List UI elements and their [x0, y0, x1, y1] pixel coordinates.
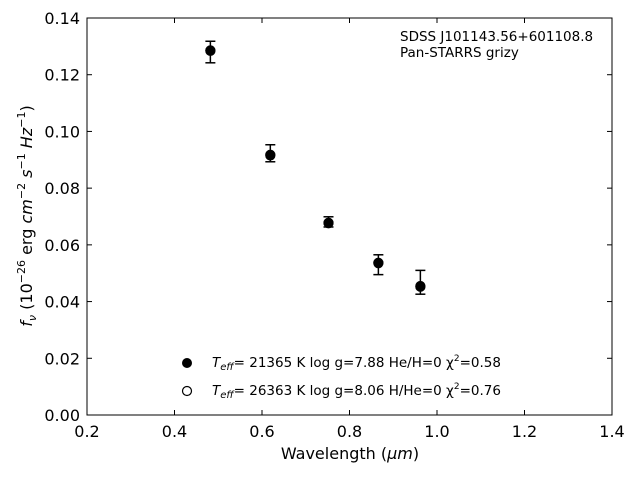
- annotation-line-1: SDSS J101143.56+601108.8: [400, 29, 593, 45]
- markers-group: [205, 45, 426, 292]
- y-tick-label: 0.04: [44, 293, 80, 312]
- ticks-group: 0.2 0.4 0.6 0.8 1.0 1.2 1.4 0.00 0.02 0.04 0.06 0.0…: [44, 9, 624, 441]
- legend-marker-open: [181, 385, 193, 397]
- y-tick-label: 0.10: [44, 122, 80, 141]
- y-tick-label: 0.06: [44, 236, 80, 255]
- x-axis-title: Wavelength (μm): [281, 444, 419, 463]
- annotation-line-2: Pan-STARRS grizy: [400, 45, 519, 61]
- plot-area: [86, 17, 613, 416]
- x-tick-label: 1.0: [424, 422, 449, 441]
- x-tick-label: 0.6: [249, 422, 274, 441]
- y-tick-label: 0.12: [44, 66, 80, 85]
- y-tick-label: 0.08: [44, 179, 80, 198]
- y-axis-title: fν (10−26 erg cm−2 s−1 Hz−1): [15, 105, 39, 326]
- x-tick-label: 0.4: [162, 422, 187, 441]
- point-model-filled: [373, 258, 384, 269]
- point-model-filled: [205, 45, 216, 56]
- x-tick-label: 0.8: [337, 422, 362, 441]
- x-tick-label: 0.2: [74, 422, 99, 441]
- point-model-filled: [265, 150, 276, 161]
- legend-entry-2: Teff= 26363 K log g=8.06 H/He=0 χ2=0.76: [212, 382, 501, 401]
- y-tick-label: 0.00: [44, 406, 80, 425]
- legend: Teff= 21365 K log g=7.88 He/H=0 χ2=0.58 …: [181, 354, 501, 401]
- legend-marker-filled: [182, 358, 192, 368]
- point-model-filled: [415, 281, 426, 292]
- point-model-filled: [323, 218, 334, 229]
- y-tick-label: 0.02: [44, 349, 80, 368]
- x-tick-label: 1.4: [599, 422, 624, 441]
- y-tick-label: 0.14: [44, 9, 80, 28]
- legend-entry-1: Teff= 21365 K log g=7.88 He/H=0 χ2=0.58: [212, 354, 501, 373]
- x-tick-label: 1.2: [512, 422, 537, 441]
